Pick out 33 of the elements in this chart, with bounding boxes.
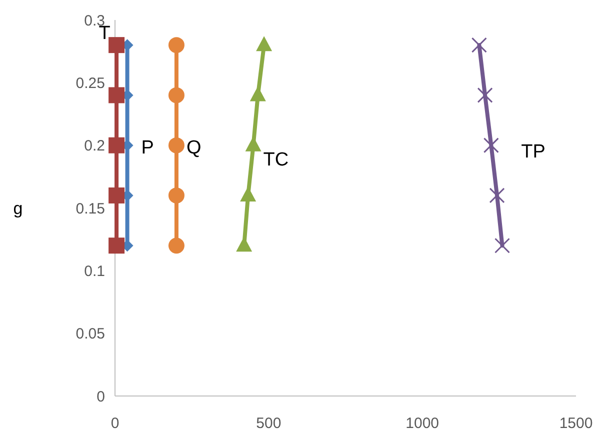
point — [168, 238, 184, 254]
point — [489, 188, 505, 204]
point — [250, 86, 266, 102]
y-axis-title: g — [13, 198, 23, 218]
x-tick-label: 1000 — [406, 415, 440, 432]
series-label: TC — [263, 149, 289, 170]
point — [494, 238, 510, 254]
point — [108, 37, 125, 54]
point — [236, 236, 252, 252]
point — [108, 137, 125, 154]
point — [471, 37, 487, 53]
y-tick-label: 0.15 — [76, 200, 105, 218]
series-label: TP — [521, 141, 546, 162]
point — [168, 187, 184, 204]
series-label: Q — [186, 137, 202, 158]
point — [477, 87, 493, 103]
y-tick-label: 0.25 — [76, 74, 105, 92]
x-tick-label: 1500 — [559, 415, 593, 432]
x-tick-label: 0 — [110, 415, 120, 432]
point — [483, 138, 499, 154]
point — [108, 187, 125, 204]
point — [108, 87, 125, 104]
y-tick-label: 0.05 — [76, 326, 105, 343]
x-tick-label: 500 — [256, 415, 282, 432]
y-tick-label: 0.1 — [84, 262, 105, 280]
point — [168, 87, 184, 104]
point — [168, 37, 184, 54]
series-label: P — [141, 137, 154, 158]
point — [256, 36, 272, 52]
y-tick-label: 0 — [96, 388, 105, 406]
y-tick-label: 0.2 — [84, 138, 105, 155]
point — [108, 238, 125, 254]
point — [168, 137, 184, 154]
